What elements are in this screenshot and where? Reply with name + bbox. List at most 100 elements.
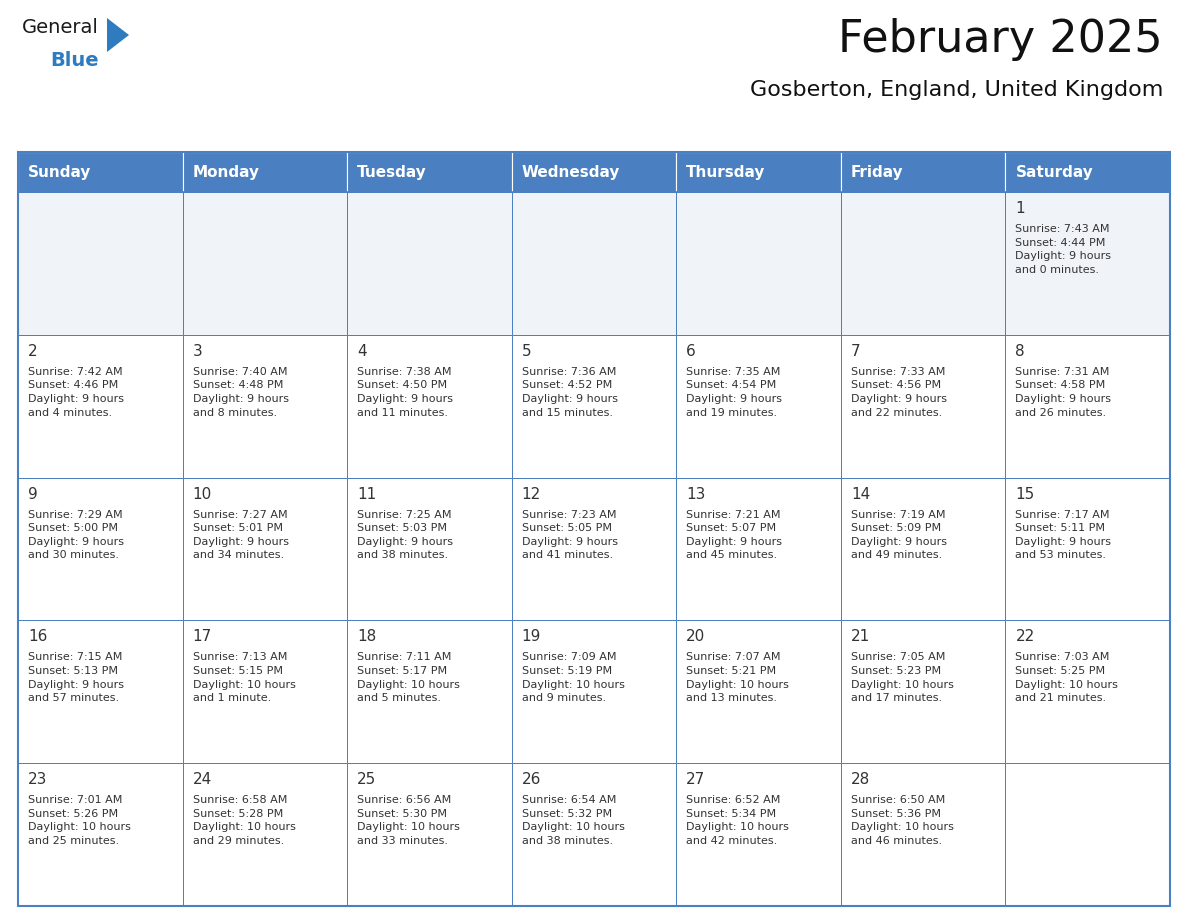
Text: Sunrise: 7:35 AM
Sunset: 4:54 PM
Daylight: 9 hours
and 19 minutes.: Sunrise: 7:35 AM Sunset: 4:54 PM Dayligh… (687, 367, 782, 418)
Text: Sunrise: 7:09 AM
Sunset: 5:19 PM
Daylight: 10 hours
and 9 minutes.: Sunrise: 7:09 AM Sunset: 5:19 PM Dayligh… (522, 653, 625, 703)
FancyBboxPatch shape (676, 763, 841, 906)
Text: Wednesday: Wednesday (522, 164, 620, 180)
Text: Friday: Friday (851, 164, 904, 180)
Text: 6: 6 (687, 344, 696, 359)
Text: 24: 24 (192, 772, 211, 788)
Text: 21: 21 (851, 630, 870, 644)
FancyBboxPatch shape (841, 621, 1005, 763)
FancyBboxPatch shape (18, 621, 183, 763)
Text: 20: 20 (687, 630, 706, 644)
FancyBboxPatch shape (676, 621, 841, 763)
Text: 12: 12 (522, 487, 541, 501)
Text: 19: 19 (522, 630, 541, 644)
Text: 11: 11 (358, 487, 377, 501)
Text: Sunday: Sunday (29, 164, 91, 180)
Text: 17: 17 (192, 630, 211, 644)
Text: Sunrise: 7:40 AM
Sunset: 4:48 PM
Daylight: 9 hours
and 8 minutes.: Sunrise: 7:40 AM Sunset: 4:48 PM Dayligh… (192, 367, 289, 418)
Text: Sunrise: 6:58 AM
Sunset: 5:28 PM
Daylight: 10 hours
and 29 minutes.: Sunrise: 6:58 AM Sunset: 5:28 PM Dayligh… (192, 795, 296, 846)
FancyBboxPatch shape (18, 477, 183, 621)
Text: Sunrise: 7:38 AM
Sunset: 4:50 PM
Daylight: 9 hours
and 11 minutes.: Sunrise: 7:38 AM Sunset: 4:50 PM Dayligh… (358, 367, 453, 418)
Text: 16: 16 (29, 630, 48, 644)
Text: Sunrise: 7:43 AM
Sunset: 4:44 PM
Daylight: 9 hours
and 0 minutes.: Sunrise: 7:43 AM Sunset: 4:44 PM Dayligh… (1016, 224, 1112, 274)
Text: Sunrise: 7:01 AM
Sunset: 5:26 PM
Daylight: 10 hours
and 25 minutes.: Sunrise: 7:01 AM Sunset: 5:26 PM Dayligh… (29, 795, 131, 846)
Text: General: General (23, 18, 99, 37)
Text: 23: 23 (29, 772, 48, 788)
FancyBboxPatch shape (183, 335, 347, 477)
Text: Blue: Blue (50, 51, 99, 70)
FancyBboxPatch shape (676, 192, 841, 335)
Text: 9: 9 (29, 487, 38, 501)
Text: 25: 25 (358, 772, 377, 788)
FancyBboxPatch shape (183, 763, 347, 906)
Text: Sunrise: 7:19 AM
Sunset: 5:09 PM
Daylight: 9 hours
and 49 minutes.: Sunrise: 7:19 AM Sunset: 5:09 PM Dayligh… (851, 509, 947, 560)
Text: 18: 18 (358, 630, 377, 644)
Text: 13: 13 (687, 487, 706, 501)
Text: 22: 22 (1016, 630, 1035, 644)
FancyBboxPatch shape (512, 621, 676, 763)
FancyBboxPatch shape (183, 477, 347, 621)
FancyBboxPatch shape (347, 477, 512, 621)
Text: Sunrise: 7:42 AM
Sunset: 4:46 PM
Daylight: 9 hours
and 4 minutes.: Sunrise: 7:42 AM Sunset: 4:46 PM Dayligh… (29, 367, 124, 418)
Text: Sunrise: 7:11 AM
Sunset: 5:17 PM
Daylight: 10 hours
and 5 minutes.: Sunrise: 7:11 AM Sunset: 5:17 PM Dayligh… (358, 653, 460, 703)
FancyBboxPatch shape (18, 763, 183, 906)
FancyBboxPatch shape (512, 477, 676, 621)
Text: Sunrise: 6:56 AM
Sunset: 5:30 PM
Daylight: 10 hours
and 33 minutes.: Sunrise: 6:56 AM Sunset: 5:30 PM Dayligh… (358, 795, 460, 846)
FancyBboxPatch shape (18, 335, 183, 477)
Text: Gosberton, England, United Kingdom: Gosberton, England, United Kingdom (750, 80, 1163, 100)
Text: 4: 4 (358, 344, 367, 359)
FancyBboxPatch shape (1005, 477, 1170, 621)
Text: 10: 10 (192, 487, 211, 501)
FancyBboxPatch shape (183, 621, 347, 763)
FancyBboxPatch shape (347, 192, 512, 335)
Text: 27: 27 (687, 772, 706, 788)
Text: 2: 2 (29, 344, 38, 359)
Text: Sunrise: 7:23 AM
Sunset: 5:05 PM
Daylight: 9 hours
and 41 minutes.: Sunrise: 7:23 AM Sunset: 5:05 PM Dayligh… (522, 509, 618, 560)
FancyBboxPatch shape (841, 335, 1005, 477)
FancyBboxPatch shape (347, 763, 512, 906)
FancyBboxPatch shape (512, 763, 676, 906)
FancyBboxPatch shape (841, 763, 1005, 906)
FancyBboxPatch shape (183, 152, 347, 192)
FancyBboxPatch shape (18, 192, 183, 335)
Text: Thursday: Thursday (687, 164, 765, 180)
FancyBboxPatch shape (841, 152, 1005, 192)
FancyBboxPatch shape (347, 621, 512, 763)
Text: Sunrise: 7:13 AM
Sunset: 5:15 PM
Daylight: 10 hours
and 1 minute.: Sunrise: 7:13 AM Sunset: 5:15 PM Dayligh… (192, 653, 296, 703)
Text: Sunrise: 7:33 AM
Sunset: 4:56 PM
Daylight: 9 hours
and 22 minutes.: Sunrise: 7:33 AM Sunset: 4:56 PM Dayligh… (851, 367, 947, 418)
Text: Sunrise: 7:36 AM
Sunset: 4:52 PM
Daylight: 9 hours
and 15 minutes.: Sunrise: 7:36 AM Sunset: 4:52 PM Dayligh… (522, 367, 618, 418)
FancyBboxPatch shape (512, 335, 676, 477)
FancyBboxPatch shape (183, 192, 347, 335)
Text: Sunrise: 6:50 AM
Sunset: 5:36 PM
Daylight: 10 hours
and 46 minutes.: Sunrise: 6:50 AM Sunset: 5:36 PM Dayligh… (851, 795, 954, 846)
FancyBboxPatch shape (1005, 335, 1170, 477)
Text: 28: 28 (851, 772, 870, 788)
Text: Saturday: Saturday (1016, 164, 1093, 180)
FancyBboxPatch shape (676, 335, 841, 477)
FancyBboxPatch shape (1005, 192, 1170, 335)
Text: 15: 15 (1016, 487, 1035, 501)
Text: February 2025: February 2025 (839, 18, 1163, 61)
Text: Monday: Monday (192, 164, 259, 180)
FancyBboxPatch shape (841, 477, 1005, 621)
Text: Sunrise: 7:25 AM
Sunset: 5:03 PM
Daylight: 9 hours
and 38 minutes.: Sunrise: 7:25 AM Sunset: 5:03 PM Dayligh… (358, 509, 453, 560)
Text: Sunrise: 7:21 AM
Sunset: 5:07 PM
Daylight: 9 hours
and 45 minutes.: Sunrise: 7:21 AM Sunset: 5:07 PM Dayligh… (687, 509, 782, 560)
FancyBboxPatch shape (841, 192, 1005, 335)
FancyBboxPatch shape (18, 152, 183, 192)
FancyBboxPatch shape (512, 192, 676, 335)
Text: 3: 3 (192, 344, 202, 359)
FancyBboxPatch shape (512, 152, 676, 192)
FancyBboxPatch shape (676, 152, 841, 192)
Text: Sunrise: 7:17 AM
Sunset: 5:11 PM
Daylight: 9 hours
and 53 minutes.: Sunrise: 7:17 AM Sunset: 5:11 PM Dayligh… (1016, 509, 1112, 560)
Text: 1: 1 (1016, 201, 1025, 216)
Polygon shape (107, 18, 129, 52)
Text: 14: 14 (851, 487, 870, 501)
Text: 26: 26 (522, 772, 541, 788)
Text: Sunrise: 7:31 AM
Sunset: 4:58 PM
Daylight: 9 hours
and 26 minutes.: Sunrise: 7:31 AM Sunset: 4:58 PM Dayligh… (1016, 367, 1112, 418)
FancyBboxPatch shape (676, 477, 841, 621)
Text: Sunrise: 7:03 AM
Sunset: 5:25 PM
Daylight: 10 hours
and 21 minutes.: Sunrise: 7:03 AM Sunset: 5:25 PM Dayligh… (1016, 653, 1118, 703)
FancyBboxPatch shape (1005, 621, 1170, 763)
FancyBboxPatch shape (1005, 152, 1170, 192)
Text: Sunrise: 6:52 AM
Sunset: 5:34 PM
Daylight: 10 hours
and 42 minutes.: Sunrise: 6:52 AM Sunset: 5:34 PM Dayligh… (687, 795, 789, 846)
Text: 8: 8 (1016, 344, 1025, 359)
Text: Sunrise: 7:15 AM
Sunset: 5:13 PM
Daylight: 9 hours
and 57 minutes.: Sunrise: 7:15 AM Sunset: 5:13 PM Dayligh… (29, 653, 124, 703)
Text: Tuesday: Tuesday (358, 164, 426, 180)
